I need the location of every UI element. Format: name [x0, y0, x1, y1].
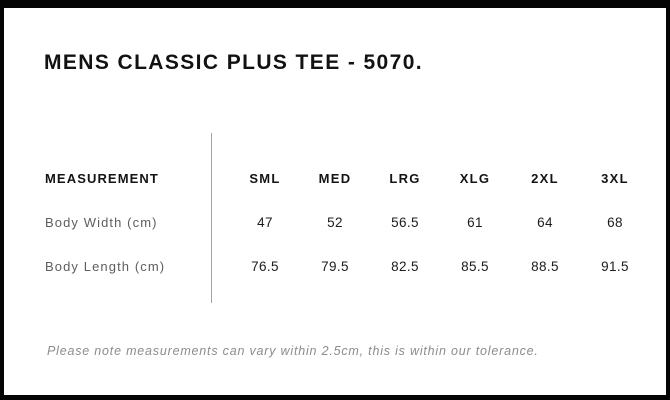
body-width-lrg: 56.5	[391, 214, 419, 230]
size-header-med: MED	[318, 170, 352, 186]
left-border-bar	[0, 0, 4, 400]
measurement-column-header: MEASUREMENT	[45, 170, 159, 186]
table-column-divider	[211, 133, 212, 303]
body-length-xlg: 85.5	[461, 258, 489, 274]
body-width-xlg: 61	[467, 214, 483, 230]
body-length-3xl: 91.5	[601, 258, 629, 274]
table-header-row: MEASUREMENT SML MED LRG XLG 2XL 3XL	[45, 156, 650, 200]
row-label-body-length: Body Length (cm)	[45, 258, 166, 274]
body-width-2xl: 64	[537, 214, 553, 230]
table-row-body-length: Body Length (cm) 76.5 79.5 82.5 85.5 88.…	[45, 244, 650, 288]
table-row-body-width: Body Width (cm) 47 52 56.5 61 64 68	[45, 200, 650, 244]
body-length-lrg: 82.5	[391, 258, 419, 274]
size-header-lrg: LRG	[389, 170, 421, 186]
top-border-bar	[0, 0, 670, 8]
row-label-body-width: Body Width (cm)	[45, 214, 158, 230]
body-width-sml: 47	[257, 214, 273, 230]
right-border-bar	[666, 0, 670, 400]
body-width-med: 52	[327, 214, 343, 230]
bottom-border-bar	[0, 395, 670, 400]
tolerance-note: Please note measurements can vary within…	[47, 344, 539, 358]
body-length-sml: 76.5	[251, 258, 279, 274]
body-width-3xl: 68	[607, 214, 623, 230]
size-header-2xl: 2XL	[531, 170, 559, 186]
body-length-2xl: 88.5	[531, 258, 559, 274]
body-length-med: 79.5	[321, 258, 349, 274]
size-header-sml: SML	[249, 170, 281, 186]
page-title: MENS CLASSIC PLUS TEE - 5070.	[44, 51, 424, 74]
size-header-xlg: XLG	[459, 170, 491, 186]
size-header-3xl: 3XL	[601, 170, 629, 186]
